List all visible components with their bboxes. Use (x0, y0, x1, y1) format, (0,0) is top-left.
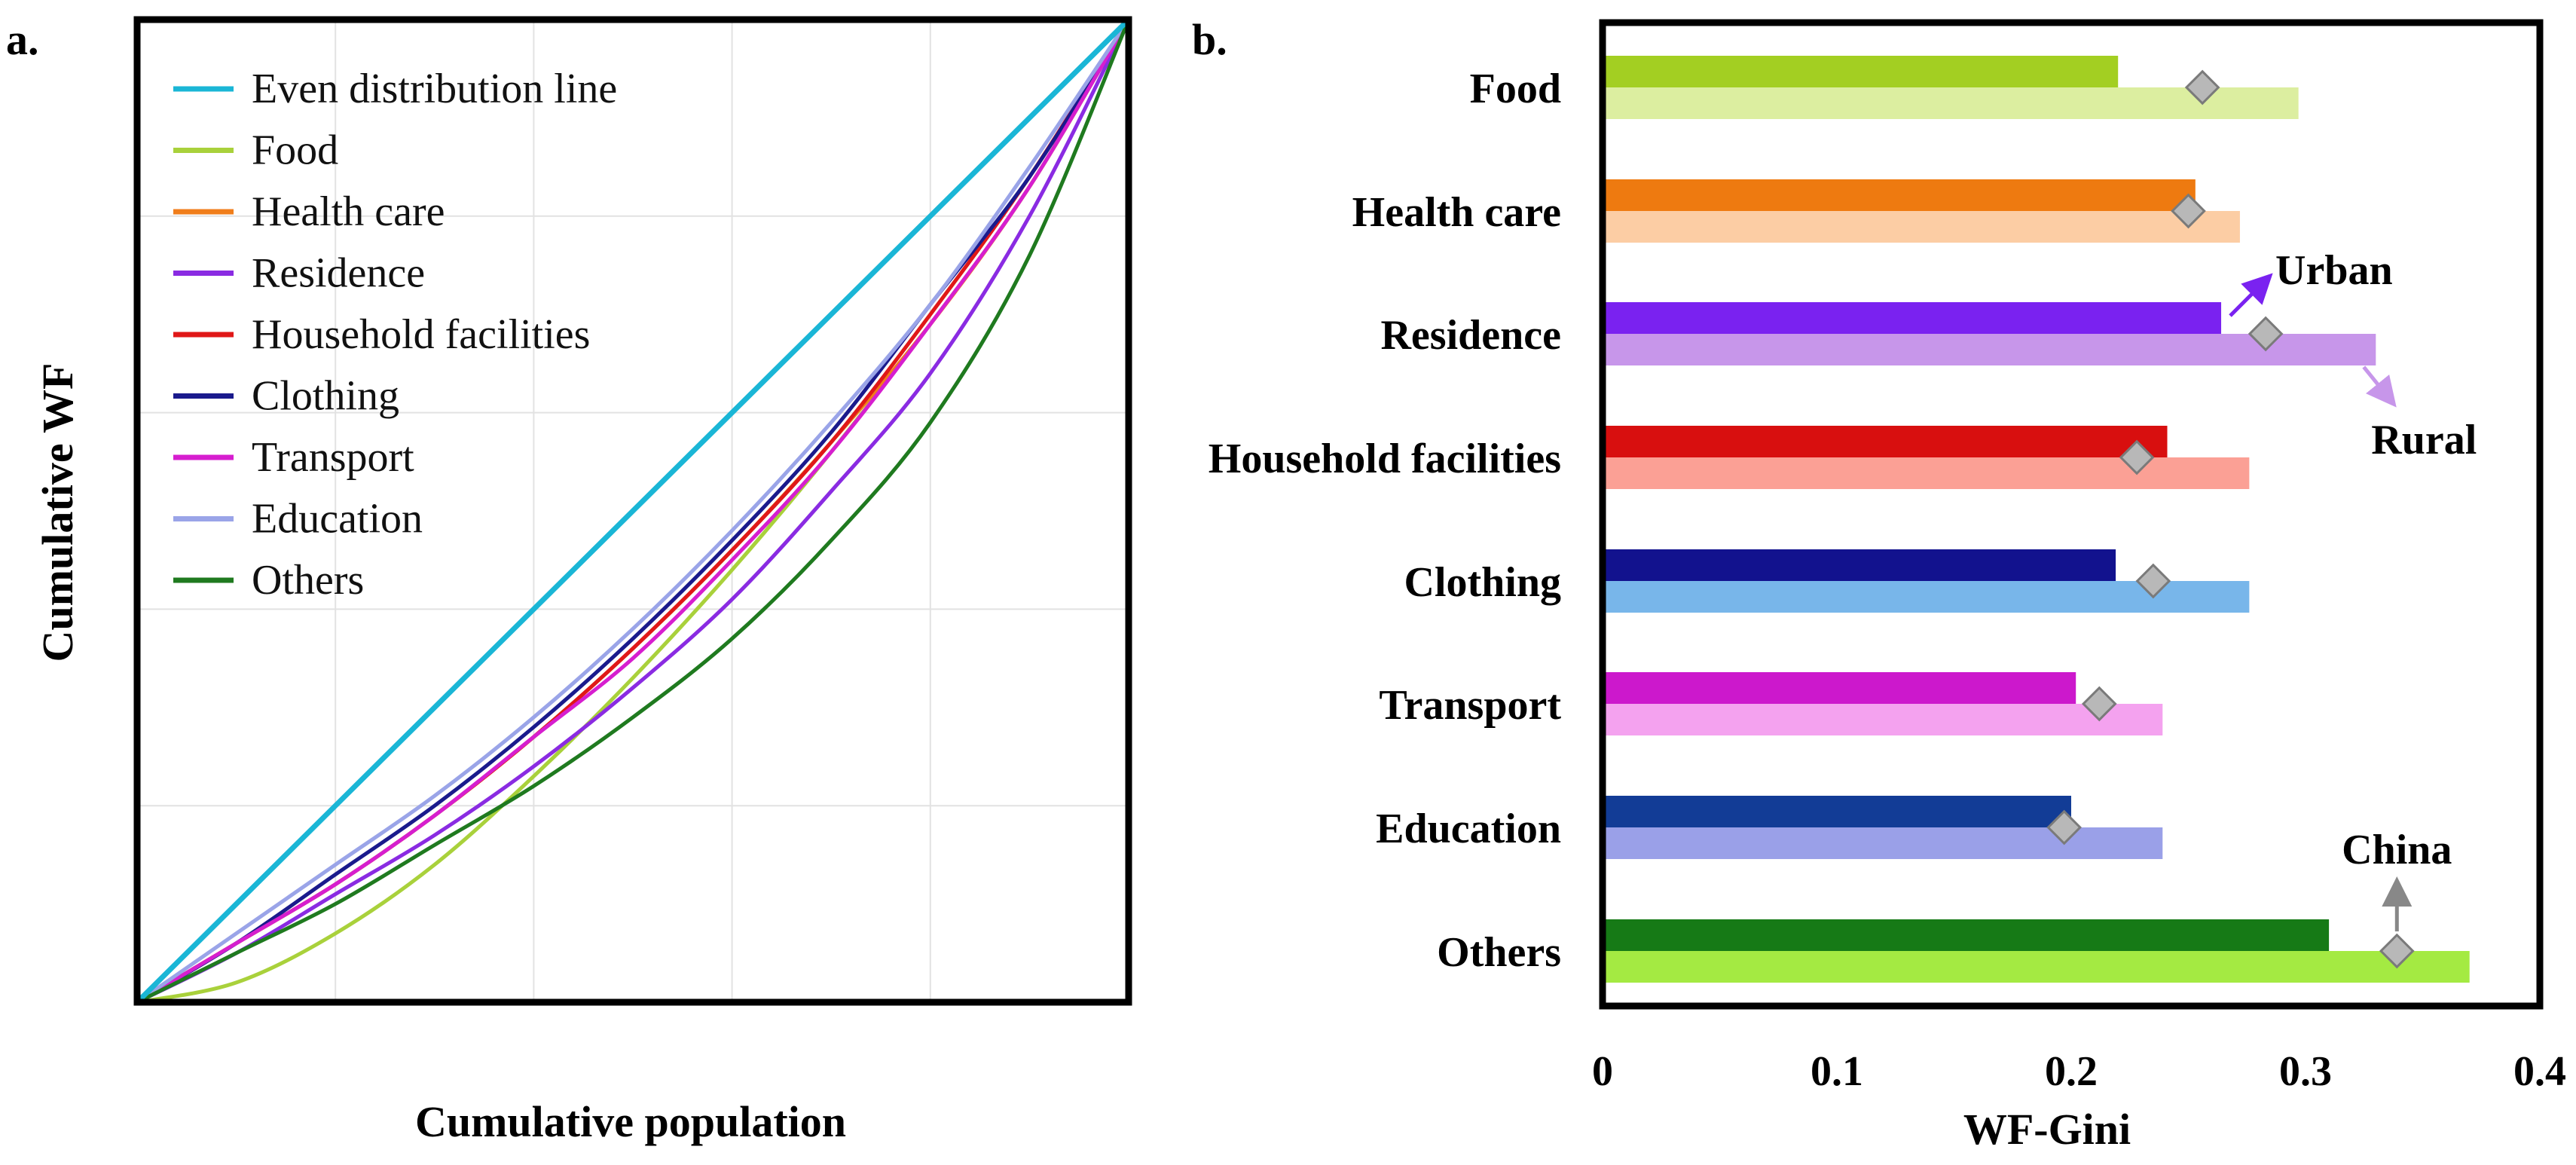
panel-a-ylabel: Cumulative WF (33, 363, 82, 662)
marker-china-food (2184, 69, 2220, 105)
annotation-label-china: China (2342, 827, 2452, 873)
category-label-others: Others (1437, 929, 1561, 976)
panel-b-label: b. (1192, 15, 1227, 64)
bar-rural-transport (1603, 704, 2163, 735)
panel-a-grid (137, 20, 1129, 1002)
marker-china-transport (2081, 686, 2117, 722)
panel-b-category-labels: Food Health care Residence Household facili… (1209, 66, 1562, 976)
annotation-label-rural: Rural (2371, 417, 2477, 463)
series-line-residence (136, 18, 1131, 1004)
legend-label-even-distribution-line: Even distribution line (252, 66, 617, 112)
panel-b-frame (1599, 19, 2544, 1010)
marker-china-health-care (2171, 193, 2206, 229)
panel-a-lines (135, 17, 1131, 1004)
bar-urban-transport (1603, 672, 2076, 704)
bar-rural-food (1603, 87, 2299, 119)
legend-label-food: Food (252, 127, 338, 174)
x-tick-label: 0 (1592, 1048, 1613, 1095)
category-label-education: Education (1376, 806, 1561, 852)
x-tick-label: 0.1 (1811, 1048, 1863, 1095)
annotation-arrow-urban (2229, 273, 2273, 317)
series-line-education (136, 18, 1131, 1004)
legend-label-health-care: Health care (252, 188, 445, 235)
x-tick-label: 0.2 (2045, 1048, 2098, 1095)
series-line-others (136, 19, 1131, 1004)
legend-label-education: Education (252, 496, 423, 543)
panel-a-xlabel: Cumulative population (415, 1097, 846, 1146)
x-tick-label: 0.4 (2513, 1048, 2566, 1095)
category-label-household-facilities: Household facilities (1209, 436, 1561, 482)
annotation-label-urban: Urban (2275, 247, 2393, 294)
series-line-even-distribution-line (135, 17, 1131, 1004)
panel-b-bars (1603, 56, 2470, 983)
category-label-residence: Residence (1380, 312, 1561, 359)
bar-urban-residence (1603, 302, 2222, 334)
bar-urban-health-care (1603, 179, 2196, 211)
marker-china-education (2046, 809, 2082, 845)
bar-rural-residence (1603, 334, 2376, 365)
marker-china-residence (2248, 316, 2284, 352)
bar-urban-clothing (1603, 549, 2116, 581)
panel-a: a. Even distribution line Food Health care… (6, 15, 1132, 1146)
legend-label-clothing: Clothing (252, 373, 399, 420)
series-line-clothing (136, 18, 1131, 1004)
bar-rural-education (1603, 827, 2163, 859)
category-label-clothing: Clothing (1404, 559, 1562, 606)
bar-rural-household-facilities (1603, 457, 2250, 489)
marker-china-household-facilities (2119, 439, 2155, 475)
legend-label-residence: Residence (252, 250, 425, 297)
category-label-health-care: Health care (1352, 189, 1561, 236)
legend-label-household-facilities: Household facilities (252, 311, 590, 358)
category-label-food: Food (1470, 66, 1561, 112)
panel-b: b. Food Health care Residence Household fac… (1192, 15, 2566, 1154)
panel-a-legend: Even distribution line Food Health care Res… (173, 66, 617, 604)
panel-b-x-ticks: 0 0.1 0.2 0.3 0.4 (1592, 1048, 2566, 1095)
panel-a-label: a. (6, 15, 39, 64)
bar-rural-health-care (1603, 211, 2240, 243)
annotation-arrow-rural (2362, 365, 2397, 408)
legend-label-transport: Transport (252, 434, 414, 481)
category-label-transport: Transport (1379, 682, 1561, 729)
marker-china-clothing (2135, 563, 2171, 599)
panel-b-annotations: Urban Rural China (2229, 247, 2477, 931)
x-tick-label: 0.3 (2279, 1048, 2332, 1095)
marker-china-others (2379, 933, 2415, 969)
bar-urban-food (1603, 56, 2119, 87)
bar-urban-education (1603, 796, 2071, 827)
panel-a-frame (133, 16, 1132, 1006)
bar-urban-others (1603, 919, 2330, 951)
panel-b-xlabel: WF-Gini (1963, 1105, 2131, 1154)
legend-label-others: Others (252, 557, 364, 604)
bar-rural-others (1603, 951, 2470, 983)
series-line-transport (136, 18, 1131, 1004)
bar-urban-household-facilities (1603, 426, 2168, 457)
